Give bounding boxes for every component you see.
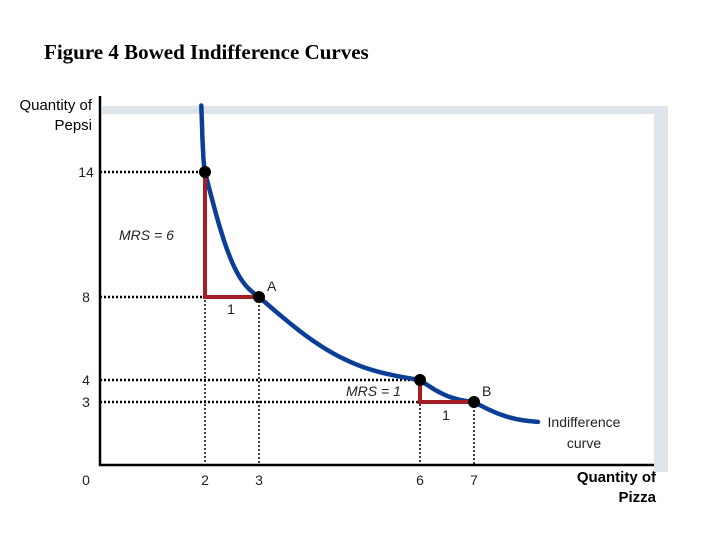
data-point-0 <box>199 166 211 178</box>
point-label-a: A <box>267 278 277 294</box>
plot-shadow-top <box>102 106 668 114</box>
mrs-a-label: MRS = 6 <box>119 227 174 243</box>
curve-label: Indifference curve <box>548 414 621 451</box>
indifference-curve <box>199 103 541 425</box>
y-tick-14: 14 <box>78 164 94 180</box>
data-point-2 <box>414 374 426 386</box>
plot-shadow-right <box>654 106 668 472</box>
y-tick-4: 4 <box>82 372 90 388</box>
run-b-label: 1 <box>442 407 450 423</box>
run-a-label: 1 <box>227 301 235 317</box>
y-tick-8: 8 <box>82 289 90 305</box>
mrs-b-label: MRS = 1 <box>346 383 401 399</box>
x-tick-6: 6 <box>416 472 424 488</box>
mrs-triangle-a <box>203 172 259 299</box>
point-label-b: B <box>482 383 491 399</box>
x-tick-2: 2 <box>201 472 209 488</box>
mrs-triangle-b <box>418 380 474 404</box>
origin-label: 0 <box>82 472 90 488</box>
y-tick-3: 3 <box>82 394 90 410</box>
data-point-3 <box>468 396 480 408</box>
x-tick-3: 3 <box>255 472 263 488</box>
chart-title: Figure 4 Bowed Indifference Curves <box>44 40 369 64</box>
y-axis-label: Quantity of Pepsi <box>19 97 92 134</box>
x-tick-7: 7 <box>470 472 478 488</box>
data-point-1 <box>253 291 265 303</box>
x-axis-label: Quantity of Pizza <box>576 469 656 506</box>
